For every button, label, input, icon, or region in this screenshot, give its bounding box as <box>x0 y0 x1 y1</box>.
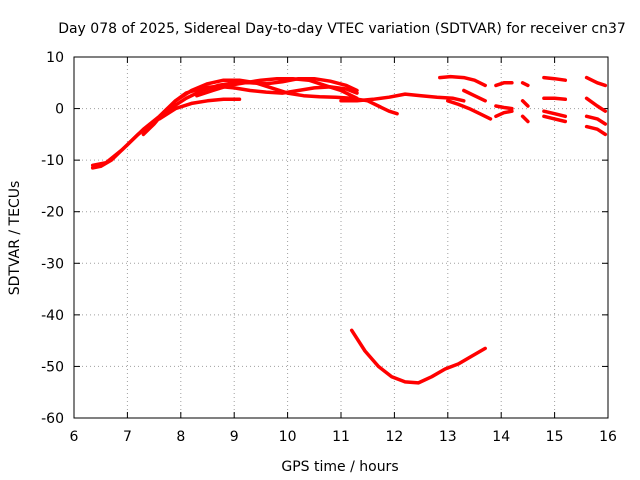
x-tick-label: 10 <box>279 429 297 445</box>
series-track-7 <box>349 328 487 385</box>
series-track-2 <box>90 76 359 168</box>
x-tick-label: 15 <box>546 429 564 445</box>
series-track-16 <box>520 114 530 124</box>
x-tick-label: 8 <box>176 429 185 445</box>
x-tick-label: 14 <box>492 429 510 445</box>
x-tick-label: 13 <box>439 429 457 445</box>
series-track-8 <box>438 74 487 88</box>
series-track-12 <box>494 104 514 111</box>
series-track-1 <box>90 78 399 170</box>
y-tick-label: -40 <box>41 308 64 324</box>
series-track-21 <box>584 75 608 88</box>
y-tick-label: 0 <box>55 102 64 118</box>
series-track-17 <box>542 75 568 82</box>
x-tick-label: 7 <box>123 429 132 445</box>
x-tick-label: 6 <box>70 429 79 445</box>
y-tick-label: 10 <box>46 50 64 66</box>
x-tick-label: 16 <box>599 429 617 445</box>
y-tick-label: -60 <box>41 411 64 427</box>
x-tick-label: 12 <box>385 429 403 445</box>
series-track-23 <box>584 114 608 126</box>
x-tick-label: 9 <box>230 429 239 445</box>
series-track-3 <box>141 84 359 137</box>
y-tick-label: -50 <box>41 359 64 375</box>
series-track-6 <box>339 92 466 103</box>
plot-frame <box>73 56 609 419</box>
series-track-22 <box>584 96 608 113</box>
grid <box>74 57 608 418</box>
x-axis-label: GPS time / hours <box>281 459 398 475</box>
series-track-20 <box>542 114 568 124</box>
axis-ticks: 6 7 8 9 10 11 12 13 14 15 16 10 0 -10 -20 -30 -40 -50 -60 <box>41 50 617 445</box>
y-tick-label: -10 <box>41 153 64 169</box>
series-track-13 <box>494 109 514 119</box>
y-tick-label: -30 <box>41 256 64 272</box>
series-track-4 <box>157 97 242 121</box>
series-track-24 <box>584 124 608 137</box>
series-track-10 <box>462 88 487 103</box>
chart-title: Day 078 of 2025, Sidereal Day-to-day VTE… <box>58 21 626 37</box>
x-tick-label: 11 <box>332 429 350 445</box>
series-track-18 <box>542 96 568 102</box>
y-axis-label: SDTVAR / TECUs <box>7 181 23 296</box>
series-track-15 <box>520 99 530 108</box>
series-group <box>90 74 608 385</box>
y-tick-label: -20 <box>41 205 64 221</box>
series-track-11 <box>494 81 514 88</box>
series-track-9 <box>446 99 493 121</box>
series-track-5 <box>195 76 359 101</box>
series-track-14 <box>520 81 530 88</box>
series-track-19 <box>542 109 568 119</box>
